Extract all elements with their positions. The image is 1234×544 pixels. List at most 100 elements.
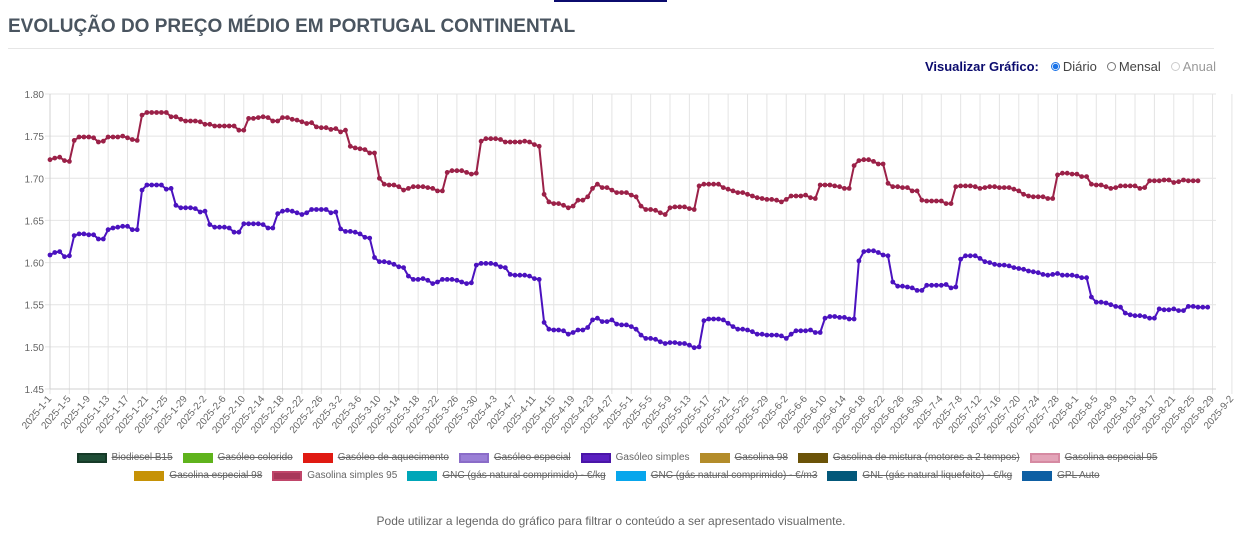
data-point xyxy=(861,249,867,255)
legend-item[interactable]: Gasóleo colorido xyxy=(182,452,293,463)
legend-swatch[interactable] xyxy=(182,452,213,463)
legend-item[interactable]: GNC (gás natural comprimido) - €/kg xyxy=(407,470,606,481)
data-point xyxy=(740,326,746,332)
data-point xyxy=(202,208,208,214)
legend-item[interactable]: Gasóleo especial xyxy=(458,452,571,463)
legend-swatch[interactable] xyxy=(699,452,730,463)
legend-swatch[interactable] xyxy=(302,452,333,463)
data-point xyxy=(720,317,726,323)
data-point xyxy=(1074,273,1080,279)
data-point xyxy=(1161,177,1167,183)
legend-swatch[interactable] xyxy=(458,452,489,463)
legend-item[interactable]: Biodiesel B15 xyxy=(76,452,173,463)
data-point xyxy=(255,221,261,227)
data-point xyxy=(168,186,174,191)
legend-swatch[interactable] xyxy=(1022,470,1053,481)
data-point xyxy=(793,328,799,334)
legend-swatch[interactable] xyxy=(76,452,107,463)
data-point xyxy=(410,184,416,190)
data-point xyxy=(1011,186,1017,192)
data-point xyxy=(997,262,1002,268)
data-point xyxy=(352,145,358,151)
data-point xyxy=(527,273,532,279)
data-point xyxy=(890,279,896,285)
data-point xyxy=(585,325,591,330)
data-point xyxy=(1001,185,1007,190)
price-line-chart: 1.451.501.551.601.651.701.751.802025-1-1… xyxy=(20,90,1234,436)
data-point xyxy=(47,252,53,258)
legend-item[interactable]: Gasolina simples 95 xyxy=(272,470,397,481)
legend-item[interactable]: Gasolina especial 95 xyxy=(1029,452,1158,463)
data-point xyxy=(1074,171,1080,177)
legend-swatch[interactable] xyxy=(407,470,438,481)
radio-circle-icon[interactable] xyxy=(1170,62,1180,71)
data-point xyxy=(144,110,150,115)
data-point xyxy=(716,316,721,322)
legend-swatch[interactable] xyxy=(580,452,611,463)
data-point xyxy=(924,282,930,288)
data-point xyxy=(580,197,586,203)
data-point xyxy=(570,330,576,335)
series-line-gasoleo-simples xyxy=(49,184,1208,349)
legend-swatch[interactable] xyxy=(1029,452,1060,463)
data-point xyxy=(1006,185,1012,190)
legend-swatch[interactable] xyxy=(615,470,646,481)
data-point xyxy=(338,129,343,135)
y-tick-label: 1.70 xyxy=(25,174,45,185)
data-point xyxy=(381,181,387,187)
data-point xyxy=(1093,299,1099,305)
data-point xyxy=(1195,178,1201,184)
data-point xyxy=(614,190,620,195)
data-point xyxy=(280,115,285,120)
legend-item[interactable]: GNL (gás natural liquefeito) - €/kg xyxy=(827,470,1012,481)
data-point xyxy=(972,253,978,259)
data-point xyxy=(178,205,184,211)
legend-swatch[interactable] xyxy=(797,452,828,463)
data-point xyxy=(343,229,348,234)
data-point xyxy=(464,170,469,175)
data-point xyxy=(595,315,600,321)
data-point xyxy=(134,227,140,233)
data-point xyxy=(1089,294,1094,300)
radio-circle-icon[interactable] xyxy=(1106,62,1116,71)
data-point xyxy=(967,183,973,189)
data-point xyxy=(711,316,716,322)
data-point xyxy=(1026,193,1031,199)
data-point xyxy=(720,185,726,190)
data-point xyxy=(599,185,605,190)
legend-item[interactable]: Gasóleo de aquecimento xyxy=(302,452,449,463)
legend-item[interactable]: Gasóleo simples xyxy=(580,452,690,463)
legend-item[interactable]: Gasolina 98 xyxy=(699,452,788,463)
data-point xyxy=(420,184,426,190)
data-point xyxy=(885,253,891,259)
data-point xyxy=(914,188,920,194)
legend-item[interactable]: Gasolina de mistura (motores a 2 tempos) xyxy=(797,452,1020,463)
data-point xyxy=(1152,178,1157,184)
data-point xyxy=(677,204,683,210)
y-tick-label: 1.55 xyxy=(25,301,45,312)
data-point xyxy=(745,327,750,333)
data-point xyxy=(294,210,300,216)
radio-anual[interactable]: Anual xyxy=(1170,59,1216,74)
legend-label: GPL Auto xyxy=(1057,470,1100,481)
data-point xyxy=(1132,183,1138,189)
data-point xyxy=(86,134,92,140)
data-point xyxy=(711,181,716,187)
radio-circle-icon[interactable] xyxy=(1050,62,1060,71)
data-point xyxy=(1030,269,1036,275)
legend-swatch[interactable] xyxy=(134,470,165,481)
data-point xyxy=(972,184,978,190)
radio-mensal[interactable]: Mensal xyxy=(1106,59,1161,74)
data-point xyxy=(343,127,348,133)
legend-item[interactable]: GNC (gás natural comprimido) - €/m3 xyxy=(615,470,817,481)
legend-swatch[interactable] xyxy=(272,470,303,481)
legend-swatch[interactable] xyxy=(827,470,858,481)
data-point xyxy=(435,188,440,194)
legend-item[interactable]: Gasolina especial 98 xyxy=(134,470,262,481)
data-point xyxy=(338,226,343,232)
data-point xyxy=(1185,304,1191,309)
radio-diario[interactable]: Diário xyxy=(1050,59,1097,74)
legend-item[interactable]: GPL Auto xyxy=(1022,470,1100,481)
data-point xyxy=(260,114,266,120)
data-point xyxy=(188,118,193,124)
